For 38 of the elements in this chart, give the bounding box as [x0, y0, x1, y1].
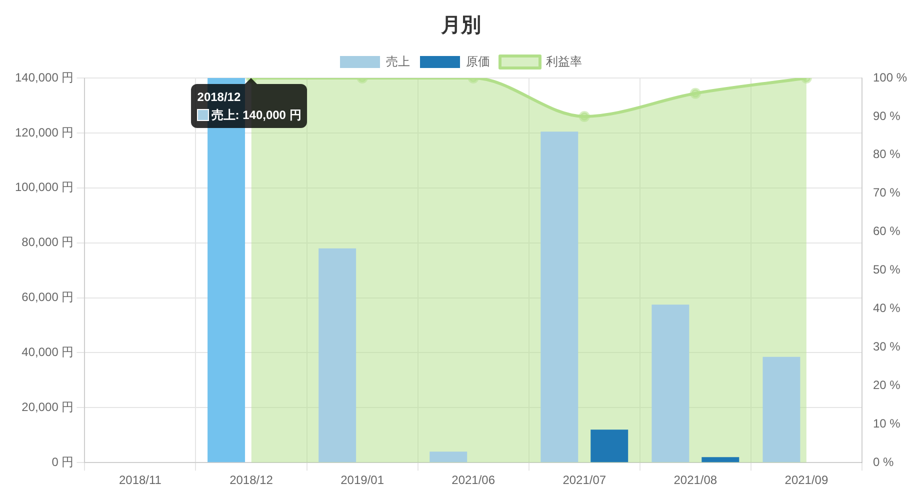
- bar: [590, 430, 628, 462]
- x-tick-label: 2019/01: [340, 473, 384, 488]
- legend-label: 売上: [386, 54, 410, 68]
- x-tick-label: 2021/06: [452, 473, 496, 488]
- y2-tick-label: 40 %: [872, 301, 901, 316]
- x-tick-label: 2018/11: [118, 473, 162, 488]
- bar: [652, 304, 690, 462]
- legend-label: 原価: [466, 54, 490, 68]
- bar: [318, 248, 356, 462]
- x-tick-label: 2021/09: [784, 473, 828, 488]
- y2-tick-label: 70 %: [872, 186, 901, 200]
- chart-title: 月別: [440, 14, 481, 37]
- y-tick-label: 80,000 円: [22, 235, 74, 250]
- y-tick-label: 100,000 円: [14, 180, 74, 194]
- y-tick-label: 60,000 円: [22, 290, 74, 304]
- y-tick-label: 120,000 円: [14, 125, 74, 140]
- y-tick-label: 140,000 円: [14, 70, 74, 84]
- y2-tick-label: 20 %: [872, 378, 901, 392]
- bar: [540, 132, 578, 462]
- y2-tick-label: 80 %: [872, 147, 901, 162]
- x-tick-label: 2018/12: [230, 473, 274, 488]
- y-tick-label: 0 円: [52, 454, 74, 469]
- annotation: 2018/12 売上: 140,000 円: [197, 89, 302, 124]
- y2-tick-label: 60 %: [872, 224, 901, 238]
- y-tick-label: 20,000 円: [22, 400, 74, 414]
- x-tick-label: 2021/07: [562, 473, 606, 488]
- x-tick-label: 2021/08: [674, 473, 718, 488]
- bar: [762, 356, 800, 462]
- y2-tick-label: 30 %: [872, 340, 901, 354]
- y2-tick-label: 90 %: [872, 108, 901, 123]
- bar: [702, 457, 740, 462]
- bar: [430, 452, 468, 462]
- y2-tick-label: 50 %: [872, 262, 901, 277]
- y2-tick-label: 100 %: [872, 70, 908, 84]
- y2-tick-label: 10 %: [872, 416, 901, 430]
- legend-label: 利益率: [546, 54, 582, 68]
- y-tick-label: 40,000 円: [22, 345, 74, 360]
- y2-tick-label: 0 %: [872, 454, 894, 469]
